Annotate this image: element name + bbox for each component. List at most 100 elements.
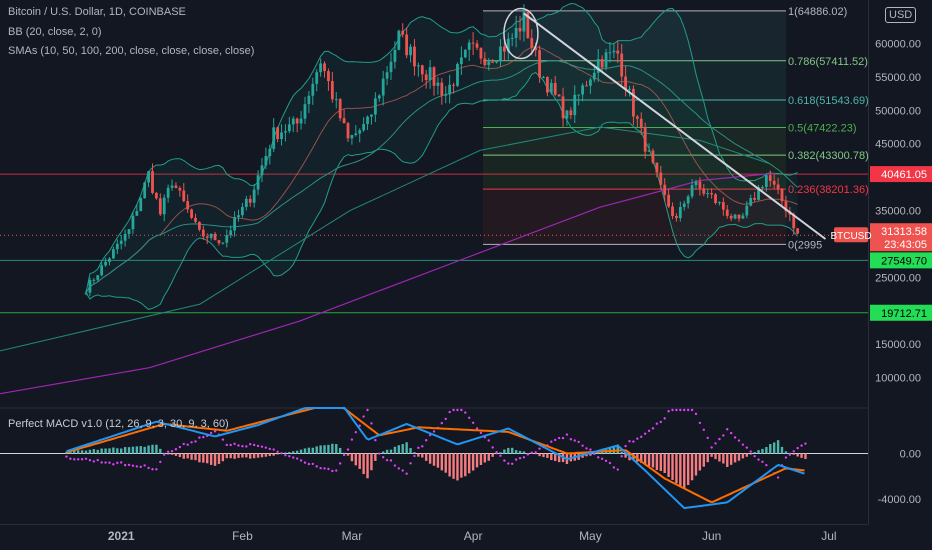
candle-body xyxy=(635,116,639,119)
macd-histogram-bar xyxy=(729,453,733,465)
macd-dot xyxy=(714,442,717,445)
candle-body xyxy=(647,150,651,152)
macd-dot xyxy=(88,458,92,462)
macd-dot xyxy=(655,422,659,425)
macd-histogram-bar xyxy=(698,453,702,471)
macd-dot xyxy=(710,446,713,449)
macd-histogram-bar xyxy=(288,452,291,454)
candle-body xyxy=(518,27,522,32)
candle-body xyxy=(510,37,514,39)
macd-dot xyxy=(745,446,749,449)
macd-dot xyxy=(726,428,729,431)
macd-histogram-bar xyxy=(722,453,725,464)
candle-body xyxy=(330,81,334,100)
macd-histogram-bar xyxy=(753,452,756,454)
time-tick-label: 2021 xyxy=(108,529,135,543)
macd-dot xyxy=(358,424,361,427)
candle-body xyxy=(448,84,452,95)
trendline xyxy=(523,12,827,240)
macd-histogram-bar xyxy=(726,453,729,467)
candle-body xyxy=(651,150,655,163)
macd-histogram-bar xyxy=(546,453,549,459)
candle-body xyxy=(459,57,463,65)
macd-tick-label: 0.00 xyxy=(900,449,921,461)
macd-histogram-bar xyxy=(350,453,354,462)
candle-body xyxy=(499,46,502,62)
macd-histogram-bar xyxy=(319,445,322,454)
macd-dot xyxy=(229,443,232,447)
macd-histogram-bar xyxy=(483,453,487,463)
macd-dot xyxy=(374,438,377,442)
macd-histogram-bar xyxy=(804,453,807,459)
macd-dot xyxy=(174,448,178,451)
macd-dot xyxy=(694,412,698,416)
candle-body xyxy=(389,61,393,73)
candle-body xyxy=(718,202,721,204)
macd-histogram-bar xyxy=(710,453,713,457)
time-tick-label: May xyxy=(579,529,602,543)
macd-dot xyxy=(163,453,166,456)
currency-button[interactable]: USD xyxy=(885,7,917,23)
candle-body xyxy=(201,229,205,237)
candle-body xyxy=(377,95,381,99)
candle-body xyxy=(244,198,248,207)
macd-dot xyxy=(338,462,342,465)
macd-dot xyxy=(288,454,291,458)
macd-dot xyxy=(139,465,142,469)
candle-body xyxy=(714,194,717,204)
macd-histogram-bar xyxy=(92,449,96,454)
macd-dot xyxy=(147,466,150,470)
macd-dot xyxy=(221,438,225,441)
macd-dot xyxy=(166,450,170,454)
candle-body xyxy=(761,186,764,188)
macd-dot xyxy=(671,408,674,412)
macd-histogram-bar xyxy=(159,448,162,454)
bb-upper xyxy=(85,2,798,293)
macd-histogram-bar xyxy=(471,453,475,471)
macd-histogram-bar xyxy=(358,453,361,469)
candle-body xyxy=(741,215,745,219)
macd-dot xyxy=(284,454,287,457)
macd-dot xyxy=(233,442,236,446)
candle-body xyxy=(768,175,772,181)
macd-histogram-bar xyxy=(108,448,111,454)
candle-body xyxy=(628,88,631,90)
candle-body xyxy=(104,261,107,266)
time-tick-label: Mar xyxy=(342,529,363,543)
candle-body xyxy=(612,50,616,53)
macd-histogram-bar xyxy=(389,449,393,454)
resistance-price-label-bg xyxy=(870,166,932,183)
macd-dot xyxy=(765,463,768,467)
candle-body xyxy=(299,118,303,124)
candle-body xyxy=(690,185,694,197)
candle-body xyxy=(108,258,111,262)
macd-dot xyxy=(761,460,764,463)
macd-histogram-bar xyxy=(776,440,780,454)
macd-dot xyxy=(632,440,635,443)
macd-histogram-bar xyxy=(468,453,471,474)
macd-dot xyxy=(722,434,725,437)
candle-body xyxy=(506,38,510,52)
macd-histogram-bar xyxy=(252,453,256,459)
macd-dot xyxy=(514,458,518,461)
candle-body xyxy=(479,47,483,59)
candle-body xyxy=(393,49,397,62)
fib-level-label: 1(64886.02) xyxy=(788,6,847,18)
candle-body xyxy=(373,98,377,115)
candle-body xyxy=(182,190,186,202)
macd-histogram-bar xyxy=(507,447,510,454)
macd-dot xyxy=(804,442,807,445)
candle-body xyxy=(276,127,280,140)
candle-body xyxy=(158,198,162,215)
macd-dot xyxy=(554,438,557,442)
macd-histogram-bar xyxy=(491,453,494,457)
candle-body xyxy=(522,12,526,32)
macd-histogram-bar xyxy=(737,453,741,461)
macd-dot xyxy=(776,476,780,479)
macd-dot xyxy=(213,430,217,433)
macd-dot xyxy=(198,436,201,439)
macd-dot xyxy=(479,431,483,435)
macd-dot xyxy=(608,461,612,465)
macd-dot xyxy=(487,439,490,442)
